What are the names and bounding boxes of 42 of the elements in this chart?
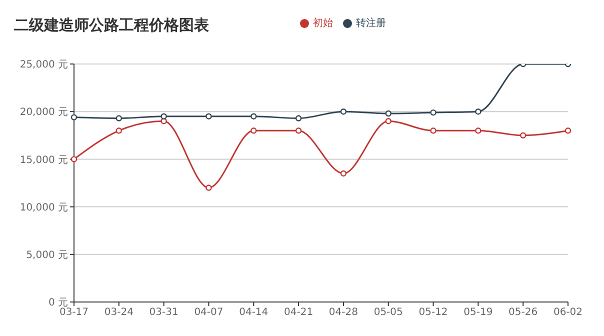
point <box>116 115 122 122</box>
point <box>430 109 436 116</box>
point <box>116 128 122 134</box>
point <box>475 108 482 115</box>
x-tick-label: 05-12 <box>418 307 448 318</box>
y-tick-label: 0 元 <box>48 298 68 309</box>
point <box>250 128 257 134</box>
chart-title: 二级建造师公路工程价格图表 <box>14 16 209 35</box>
y-tick-label: 20,000 元 <box>20 107 68 118</box>
point <box>160 113 167 120</box>
point <box>385 118 392 124</box>
x-tick-label: 05-05 <box>374 307 403 318</box>
legend-label: 转注册 <box>356 18 386 29</box>
x-tick-label: 03-17 <box>59 307 89 318</box>
point <box>70 114 78 120</box>
x-tick-label: 05-19 <box>464 307 493 318</box>
point <box>295 115 302 122</box>
x-tick-label: 05-26 <box>508 307 538 318</box>
point <box>340 170 347 177</box>
x-tick-label: 03-24 <box>104 307 134 318</box>
y-tick-label: 10,000 元 <box>20 202 68 214</box>
x-tick-label: 06-02 <box>553 307 583 318</box>
y-tick-label: 5,000 元 <box>26 250 68 261</box>
point <box>340 108 347 115</box>
point <box>70 156 78 162</box>
point <box>206 113 212 120</box>
point <box>520 132 526 138</box>
point <box>430 128 436 134</box>
y-tick-label: 25,000 元 <box>20 60 68 71</box>
point <box>295 128 302 134</box>
x-tick-label: 04-21 <box>284 307 314 318</box>
point <box>475 128 482 134</box>
point <box>385 110 392 117</box>
x-tick-label: 04-07 <box>194 307 224 318</box>
x-tick-label: 03-31 <box>149 307 178 318</box>
y-tick-label: 15,000 元 <box>20 154 68 166</box>
point <box>250 113 257 120</box>
legend-label: 初始 <box>313 18 333 29</box>
point <box>564 128 572 134</box>
point <box>206 184 212 191</box>
x-tick-label: 04-28 <box>328 307 358 318</box>
x-tick-label: 04-14 <box>239 307 268 318</box>
